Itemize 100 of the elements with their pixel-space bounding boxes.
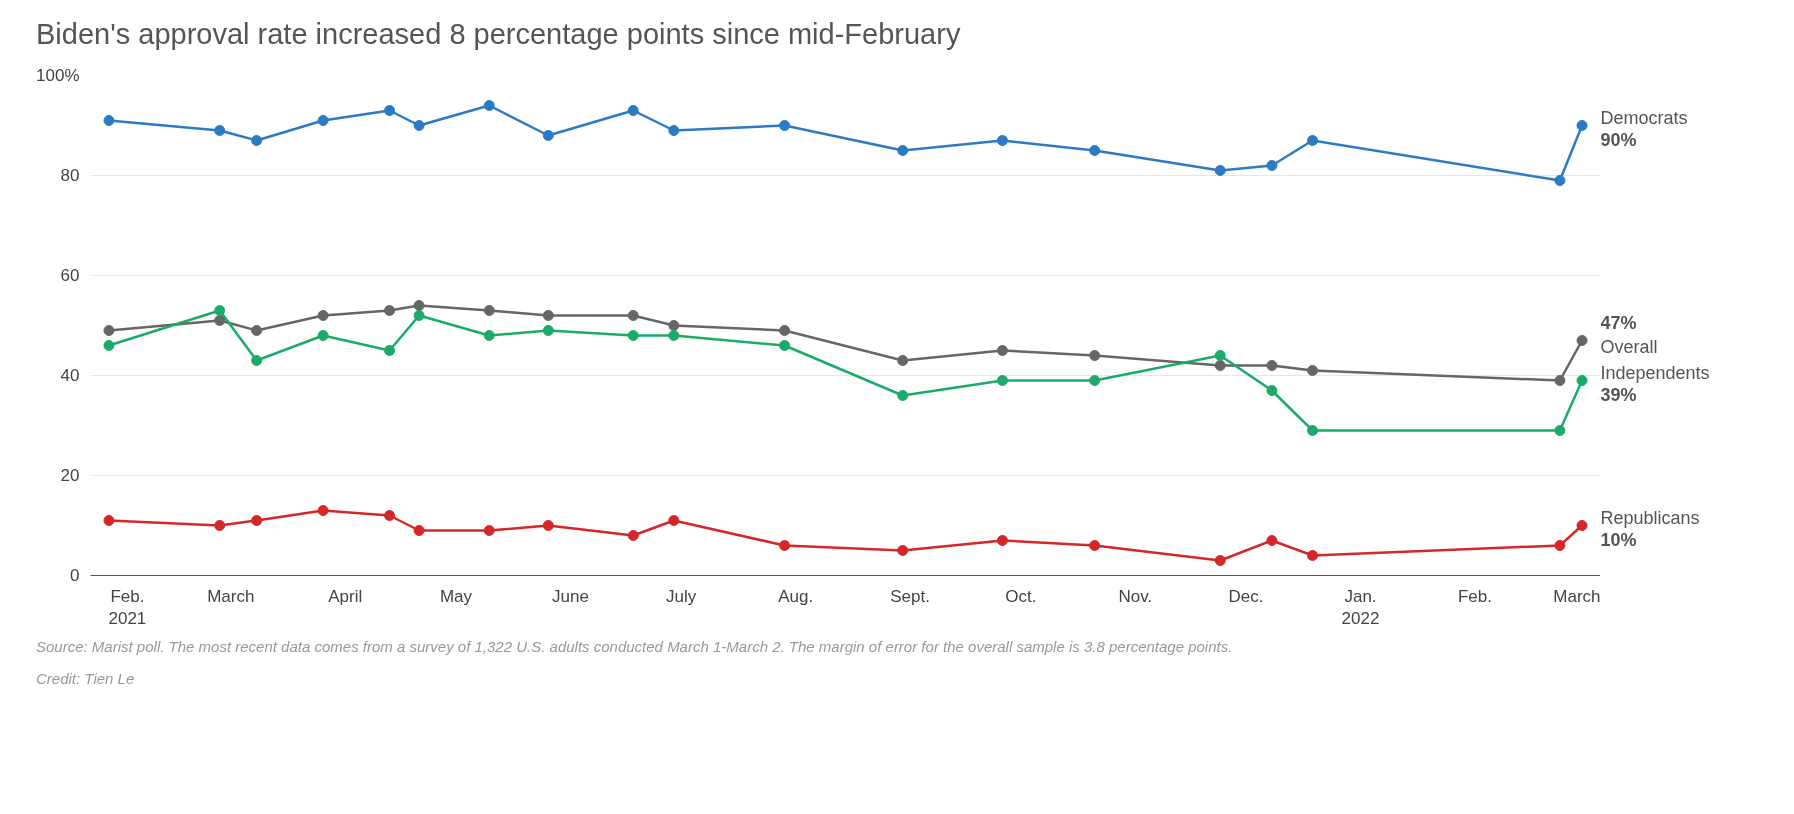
- point: [668, 320, 680, 332]
- point: [1307, 135, 1319, 147]
- point: [779, 340, 791, 352]
- point: [627, 105, 639, 117]
- data-label: 90%: [1600, 129, 1637, 150]
- point: [251, 515, 263, 527]
- x-tick-label: Sept.: [890, 586, 930, 606]
- chart-title: Biden's approval rate increased 8 percentage points since mid-February: [36, 17, 961, 52]
- point: [1089, 350, 1101, 362]
- point: [897, 545, 909, 557]
- x-tick-label: March: [1553, 586, 1601, 606]
- point: [317, 115, 329, 127]
- point: [542, 130, 554, 142]
- x-tick-label: May: [439, 586, 473, 606]
- point: [103, 115, 115, 127]
- point: [413, 525, 425, 537]
- series-label: Democrats: [1600, 107, 1688, 128]
- x-tick-label: Aug.: [778, 586, 814, 606]
- point: [214, 125, 226, 137]
- point: [483, 100, 495, 112]
- y-tick-label: 0: [70, 566, 80, 586]
- point: [897, 355, 909, 367]
- point: [542, 310, 554, 322]
- x-tick-label: Dec.: [1228, 586, 1264, 606]
- point: [384, 305, 396, 317]
- point: [1576, 335, 1588, 347]
- x-tick-label: April: [328, 586, 363, 606]
- point: [1089, 145, 1101, 157]
- point: [317, 310, 329, 322]
- point: [103, 340, 115, 352]
- series-label: Overall: [1600, 336, 1658, 357]
- point: [483, 525, 495, 537]
- point: [668, 330, 680, 342]
- point: [627, 530, 639, 542]
- point: [1089, 375, 1101, 387]
- series-label: Republicans: [1600, 507, 1700, 528]
- point: [668, 515, 680, 527]
- x-tick-label: Feb.: [1457, 586, 1492, 606]
- point: [384, 105, 396, 117]
- point: [1089, 540, 1101, 552]
- x-tick-label: July: [666, 586, 697, 606]
- point: [1576, 120, 1588, 132]
- y-tick-label: 40: [60, 366, 80, 386]
- point: [103, 515, 115, 527]
- point: [1214, 165, 1226, 177]
- point: [317, 505, 329, 517]
- point: [251, 135, 263, 147]
- x-tick-label: June: [552, 586, 589, 606]
- point: [627, 310, 639, 322]
- x-tick-label: March: [207, 586, 255, 606]
- point: [1554, 540, 1566, 552]
- text: Credit: Tien Le: [36, 668, 135, 689]
- point: [1214, 350, 1226, 362]
- y-tick-label: 20: [60, 466, 80, 486]
- data-label: 47%: [1600, 312, 1637, 333]
- point: [1266, 160, 1278, 172]
- point: [779, 540, 791, 552]
- point: [542, 325, 554, 337]
- point: [1554, 375, 1566, 387]
- point: [413, 120, 425, 132]
- data-label: 10%: [1600, 529, 1637, 550]
- source-note: Source: Marist poll. The most recent data comes from a survey of 1,322 U.S. adults conducted March 1-March 2. The margin of error for the overall sample is 3.8 percentage points.: [36, 637, 1233, 658]
- x-tick-label: Oct.: [1005, 586, 1037, 606]
- point: [668, 125, 680, 137]
- point: [384, 345, 396, 357]
- point: [996, 345, 1008, 357]
- point: [1307, 365, 1319, 377]
- point: [1266, 535, 1278, 547]
- point: [251, 325, 263, 337]
- point: [897, 390, 909, 402]
- point: [384, 510, 396, 522]
- data-label: 39%: [1600, 384, 1637, 405]
- point: [483, 305, 495, 317]
- point: [1266, 385, 1278, 397]
- point: [1307, 550, 1319, 562]
- point: [317, 330, 329, 342]
- y-tick-label: 100%: [36, 66, 80, 86]
- point: [779, 120, 791, 132]
- series-label: Independents: [1600, 362, 1710, 383]
- point: [996, 535, 1008, 547]
- y-tick-label: 80: [60, 166, 80, 186]
- x-tick-label: Jan. 2022: [1341, 586, 1380, 629]
- point: [1266, 360, 1278, 372]
- x-tick-label: Feb. 2021: [108, 586, 147, 629]
- point: [251, 355, 263, 367]
- point: [483, 330, 495, 342]
- x-tick-label: Nov.: [1118, 586, 1153, 606]
- point: [1554, 425, 1566, 437]
- point: [1307, 425, 1319, 437]
- point: [214, 520, 226, 532]
- point: [996, 375, 1008, 387]
- point: [779, 325, 791, 337]
- point: [1576, 375, 1588, 387]
- point: [1214, 555, 1226, 567]
- point: [413, 310, 425, 322]
- y-tick-label: 60: [60, 266, 80, 286]
- point: [1554, 175, 1566, 187]
- point: [542, 520, 554, 532]
- point: [214, 305, 226, 317]
- point: [1214, 360, 1226, 372]
